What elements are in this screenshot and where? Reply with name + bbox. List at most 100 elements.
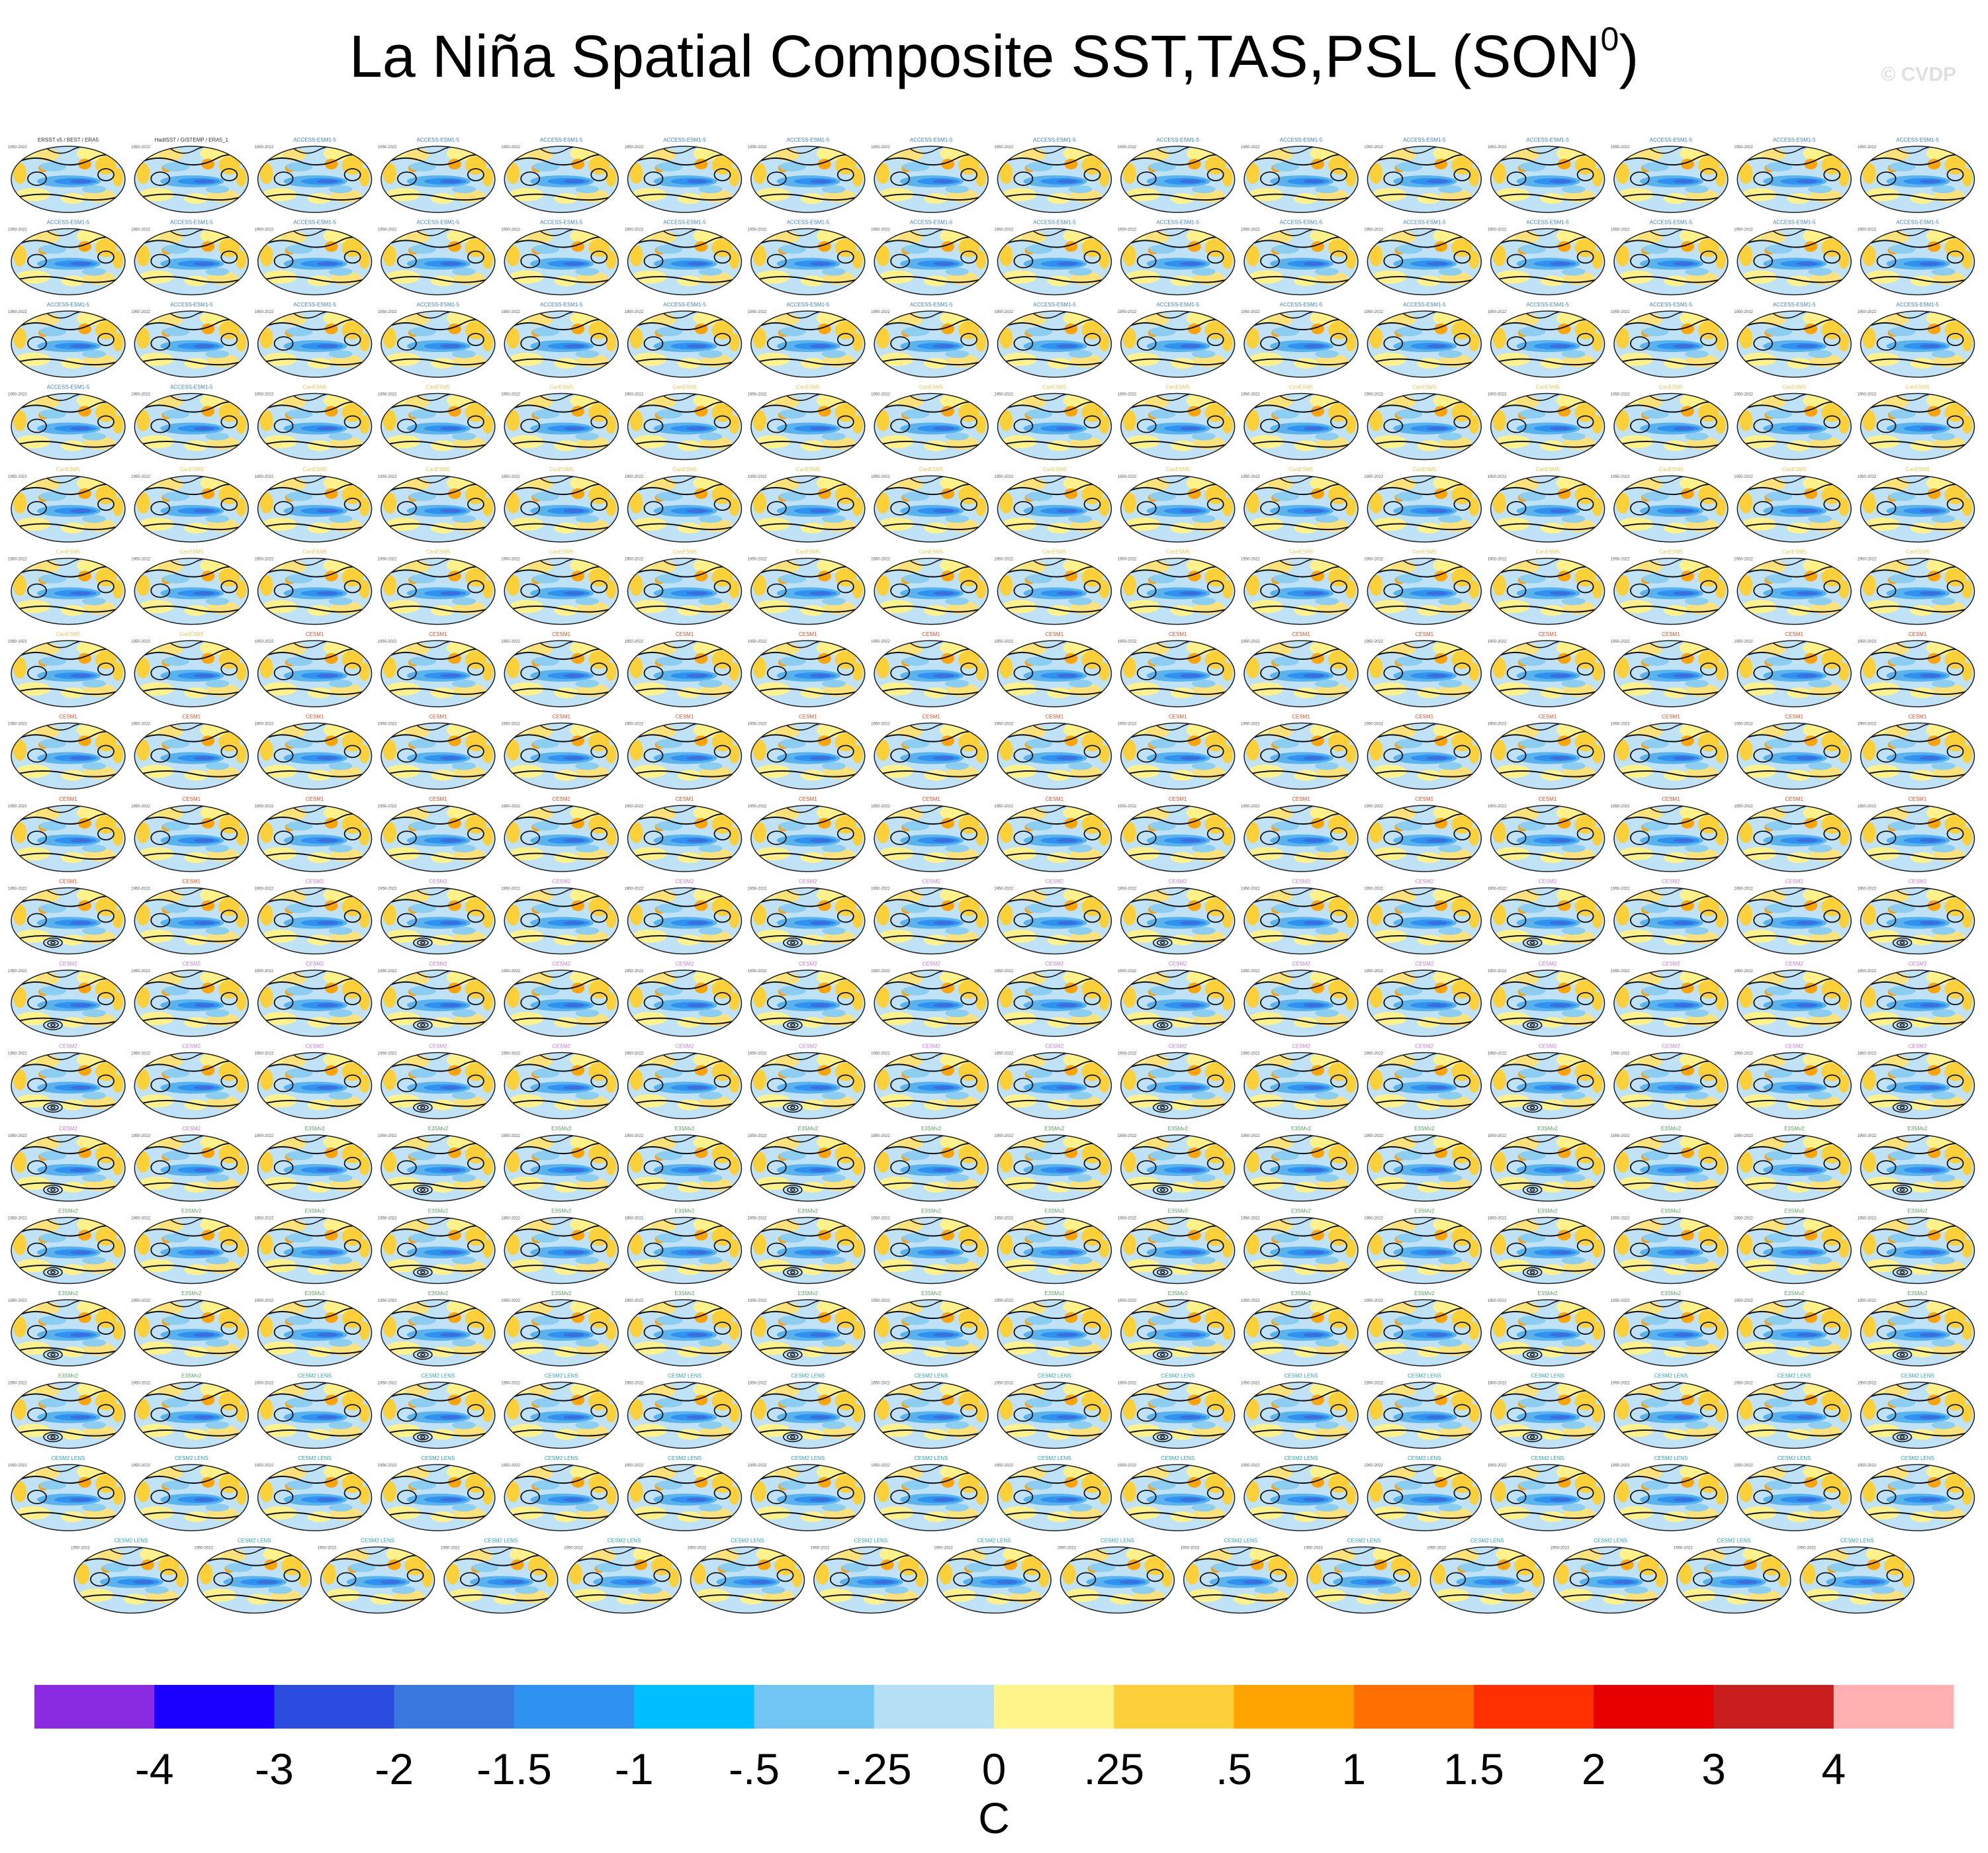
composite-panel: CanESM5 1950-2022 <box>1486 547 1609 628</box>
composite-panel: E3SMv2 1950-2022 <box>130 1206 253 1287</box>
composite-panel: E3SMv2 1950-2022 <box>746 1124 870 1204</box>
panel-years: 1950-2022 <box>871 1134 890 1138</box>
composite-panel: CESM1 1950-2022 <box>7 877 130 958</box>
panel-title: ACCESS-ESM1-5 <box>170 220 213 226</box>
panel-years: 1950-2022 <box>1118 970 1137 973</box>
panel-title: E3SMv2 <box>921 1290 942 1296</box>
panel-years: 1950-2022 <box>1611 146 1630 150</box>
composite-panel: E3SMv2 1950-2022 <box>993 1124 1116 1204</box>
panel-title: CESM1 <box>1046 796 1064 802</box>
composite-panel: ACCESS-ESM1-5 1950-2022 <box>1733 300 1856 381</box>
composite-panel: CESM1 1950-2022 <box>1240 712 1363 793</box>
panel-years: 1950-2022 <box>748 310 767 314</box>
panel-title: CESM2 <box>1662 879 1680 885</box>
panel-years: 1950-2022 <box>625 1382 644 1386</box>
panel-years: 1950-2022 <box>1181 1547 1200 1551</box>
panel-years: 1950-2022 <box>1858 723 1877 727</box>
panel-title: CESM2 <box>799 961 817 967</box>
composite-panel: CESM1 1950-2022 <box>623 794 746 875</box>
composite-panel: E3SMv2 1950-2022 <box>746 1206 870 1287</box>
panel-years: 1950-2022 <box>1241 1382 1260 1386</box>
composite-panel: CESM2 1950-2022 <box>623 1042 746 1122</box>
composite-panel: CESM1 1950-2022 <box>1609 712 1733 793</box>
panel-years: 1950-2022 <box>1364 887 1383 891</box>
panel-years: 1950-2022 <box>8 1464 27 1468</box>
panel-years: 1950-2022 <box>1858 1382 1877 1386</box>
composite-panel: CESM2 1950-2022 <box>993 1042 1116 1122</box>
panel-title: CESM1 <box>799 714 817 720</box>
composite-panel: E3SMv2 1950-2022 <box>1240 1124 1363 1204</box>
panel-title: E3SMv2 <box>58 1208 79 1214</box>
composite-panel: CESM1 1950-2022 <box>1733 794 1856 875</box>
composite-panel: CanESM5 1950-2022 <box>253 383 377 463</box>
composite-panel: CESM2 LENS 1950-2022 <box>1486 1453 1609 1534</box>
panel-title: CanESM5 <box>1289 467 1314 473</box>
composite-panel: CESM2 LENS 1950-2022 <box>1733 1371 1856 1452</box>
panel-title: CESM2 LENS <box>484 1538 518 1544</box>
composite-panel: E3SMv2 1950-2022 <box>1856 1206 1979 1287</box>
panel-years: 1950-2022 <box>1858 475 1877 479</box>
panel-years: 1950-2022 <box>1488 887 1507 891</box>
panel-years: 1950-2022 <box>1858 1299 1877 1303</box>
colorbar-swatch <box>634 1685 754 1729</box>
panel-title: CESM1 <box>59 714 77 720</box>
panel-title: E3SMv2 <box>1168 1290 1189 1296</box>
composite-panel: E3SMv2 1950-2022 <box>1363 1206 1486 1287</box>
panel-years: 1950-2022 <box>625 1217 644 1221</box>
colorbar-tick-label: 0 <box>982 1744 1007 1793</box>
panel-title: CanESM5 <box>919 384 944 390</box>
composite-panel: E3SMv2 1950-2022 <box>1733 1288 1856 1369</box>
panel-years: 1950-2022 <box>1611 1052 1630 1056</box>
panel-title: CanESM5 <box>672 467 697 473</box>
panel-title: CanESM5 <box>1905 384 1930 390</box>
colorbar-tick-label: -.25 <box>836 1744 912 1793</box>
panel-title: CESM1 <box>1169 714 1187 720</box>
composite-panel: CESM2 1950-2022 <box>7 1124 130 1204</box>
panel-years: 1950-2022 <box>1858 228 1877 232</box>
composite-panel: CESM2 LENS 1950-2022 <box>377 1371 500 1452</box>
composite-panel: CESM2 1950-2022 <box>1609 959 1733 1040</box>
panel-title: CESM2 LENS <box>668 1373 701 1379</box>
panel-years: 1950-2022 <box>994 1052 1013 1056</box>
panel-years: 1950-2022 <box>625 558 644 562</box>
composite-panel: CESM2 1950-2022 <box>1363 959 1486 1040</box>
panel-title: CanESM5 <box>672 384 697 390</box>
panel-years: 1950-2022 <box>1611 887 1630 891</box>
composite-panel: CESM2 1950-2022 <box>870 959 993 1040</box>
panel-years: 1950-2022 <box>378 1134 397 1138</box>
panel-title: CESM2 <box>1785 961 1803 967</box>
composite-panel: CESM2 LENS 1950-2022 <box>1116 1453 1240 1534</box>
panel-title: E3SMv2 <box>798 1208 819 1214</box>
panel-title: CESM2 LENS <box>1408 1373 1441 1379</box>
composite-panel: CESM2 LENS 1950-2022 <box>193 1536 316 1617</box>
panel-years: 1950-2022 <box>871 970 890 973</box>
panel-years: 1950-2022 <box>131 970 150 973</box>
panel-years: 1950-2022 <box>748 640 767 644</box>
composite-panel: CanESM5 1950-2022 <box>1240 547 1363 628</box>
panel-title: CESM1 <box>676 631 694 637</box>
composite-panel: ACCESS-ESM1-5 1950-2022 <box>1609 218 1733 298</box>
composite-panel: CESM1 1950-2022 <box>130 794 253 875</box>
composite-panel: ACCESS-ESM1-5 1950-2022 <box>1609 135 1733 216</box>
panel-years: 1950-2022 <box>1858 1464 1877 1468</box>
composite-panel: CanESM5 1950-2022 <box>377 547 500 628</box>
panel-title: CESM2 <box>1909 1044 1927 1050</box>
panel-years: 1950-2022 <box>1488 310 1507 314</box>
composite-panel: CESM1 1950-2022 <box>870 712 993 793</box>
panel-years: 1950-2022 <box>255 1464 274 1468</box>
composite-panel: E3SMv2 1950-2022 <box>1486 1288 1609 1369</box>
composite-panel: ACCESS-ESM1-5 1950-2022 <box>1363 135 1486 216</box>
colorbar-swatch <box>1713 1685 1834 1729</box>
panel-years: 1950-2022 <box>1734 1382 1753 1386</box>
composite-panel: E3SMv2 1950-2022 <box>500 1124 623 1204</box>
panel-title: CESM1 <box>676 714 694 720</box>
composite-panel: CESM1 1950-2022 <box>1856 794 1979 875</box>
panel-years: 1950-2022 <box>871 558 890 562</box>
panel-years: 1950-2022 <box>871 1464 890 1468</box>
panel-title: CESM2 <box>1046 879 1064 885</box>
composite-panel: E3SMv2 1950-2022 <box>1363 1124 1486 1204</box>
panel-years: 1950-2022 <box>871 1052 890 1056</box>
panel-title: E3SMv2 <box>1907 1208 1928 1214</box>
panel-title: ACCESS-ESM1-5 <box>1526 302 1569 308</box>
panel-title: CanESM5 <box>1905 549 1930 555</box>
